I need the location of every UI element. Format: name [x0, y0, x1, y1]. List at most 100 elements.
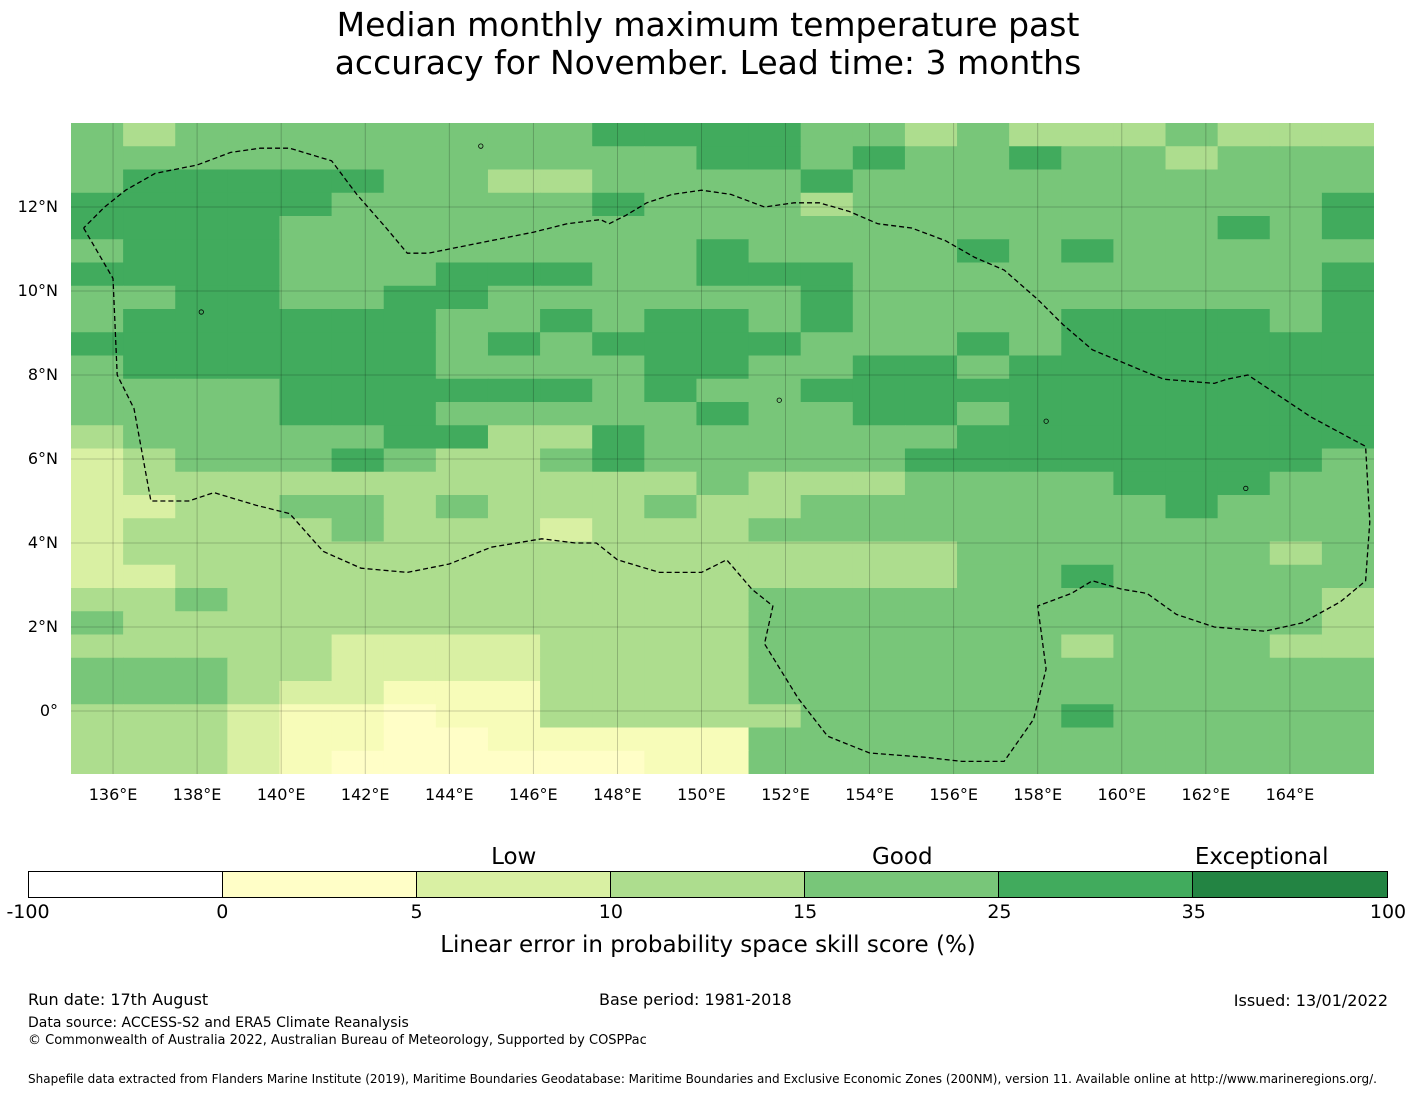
grid-cell — [1061, 425, 1114, 450]
grid-cell — [1113, 495, 1167, 519]
grid-cell — [1009, 727, 1062, 752]
grid-cell — [800, 727, 854, 752]
grid-cell — [800, 518, 854, 543]
grid-cell — [1009, 704, 1062, 729]
grid-cell — [1321, 239, 1374, 264]
grid-cell — [644, 564, 698, 589]
grid-cell — [435, 378, 489, 403]
grid-cell — [71, 425, 124, 450]
grid-cell — [123, 588, 176, 612]
grid-cell — [331, 518, 385, 543]
colorbar-segment — [1193, 872, 1387, 897]
grid-cell — [904, 634, 958, 659]
lon-tick-label: 156°E — [929, 785, 978, 804]
grid-cell — [540, 309, 593, 333]
grid-cell — [957, 169, 1010, 194]
grid-cell — [1269, 611, 1323, 636]
grid-cell — [852, 425, 906, 450]
grid-cell — [123, 425, 176, 450]
grid-cell — [800, 564, 854, 589]
grid-cell — [644, 378, 698, 403]
grid-cell — [696, 425, 750, 450]
grid-cell — [227, 123, 281, 147]
grid-cell — [800, 332, 854, 357]
grid-cell — [383, 704, 437, 729]
grid-cell — [696, 564, 750, 589]
grid-cell — [1113, 146, 1167, 171]
grid-cell — [1061, 588, 1114, 612]
grid-cell — [957, 681, 1010, 705]
grid-cell — [123, 146, 176, 171]
grid-cell — [1113, 332, 1167, 357]
grid-cell — [1061, 402, 1114, 426]
grid-cell — [1061, 169, 1114, 194]
grid-cell — [800, 309, 854, 333]
grid-cell — [123, 704, 176, 729]
grid-cell — [852, 402, 906, 426]
grid-cell — [592, 239, 645, 264]
grid-cell — [540, 657, 593, 682]
grid-cell — [175, 239, 228, 264]
grid-cell — [331, 611, 385, 636]
grid-cell — [748, 750, 802, 774]
grid-cell — [1321, 495, 1374, 519]
grid-cell — [1009, 169, 1062, 194]
grid-cell — [487, 262, 541, 287]
grid-cell — [644, 332, 698, 357]
grid-cell — [1269, 169, 1323, 194]
grid-cell — [540, 727, 593, 752]
grid-cell — [957, 448, 1010, 473]
grid-cell — [279, 681, 333, 705]
grid-cell — [1321, 750, 1374, 774]
grid-cell — [852, 123, 906, 147]
grid-cell — [696, 309, 750, 333]
lon-tick-label: 142°E — [340, 785, 390, 804]
grid-cell — [852, 309, 906, 333]
grid-cell — [904, 611, 958, 636]
grid-cell — [540, 588, 593, 612]
grid-cell — [1009, 634, 1062, 659]
grid-cell — [800, 495, 854, 519]
grid-cell — [800, 146, 854, 171]
colorbar-tick-label: 35 — [1181, 901, 1206, 923]
grid-cell — [123, 123, 176, 147]
grid-cell — [435, 425, 489, 450]
lat-tick-label: 12°N — [17, 197, 58, 216]
grid-cell — [383, 332, 437, 357]
grid-cell — [123, 448, 176, 473]
grid-cell — [1321, 471, 1374, 496]
grid-cell — [123, 402, 176, 426]
grid-cell — [71, 402, 124, 426]
grid-cell — [904, 355, 958, 380]
grid-cell — [487, 378, 541, 403]
grid-cell — [540, 169, 593, 194]
grid-cell — [331, 634, 385, 659]
grid-cell — [71, 285, 124, 310]
grid-cell — [800, 425, 854, 450]
grid-cell — [1009, 332, 1062, 357]
grid-cell — [435, 355, 489, 380]
grid-cell — [227, 378, 281, 403]
grid-cell — [331, 495, 385, 519]
grid-cell — [435, 681, 489, 705]
grid-cell — [852, 634, 906, 659]
grid-cell — [592, 378, 645, 403]
grid-cell — [279, 541, 333, 566]
legend-category-label: Exceptional — [1194, 844, 1329, 870]
lat-tick-label: 0° — [39, 701, 58, 720]
grid-cell — [1217, 169, 1271, 194]
grid-cell — [1061, 262, 1114, 287]
grid-cell — [487, 332, 541, 357]
grid-cell — [1269, 146, 1323, 171]
grid-cell — [71, 541, 124, 566]
grid-cell — [487, 146, 541, 171]
grid-cell — [1269, 564, 1323, 589]
grid-cell — [1165, 216, 1219, 240]
grid-cell — [1217, 471, 1271, 496]
grid-cell — [1269, 471, 1323, 496]
grid-cell — [279, 192, 333, 217]
grid-cell — [435, 146, 489, 171]
grid-cell — [644, 355, 698, 380]
grid-cell — [904, 169, 958, 194]
grid-cell — [1113, 309, 1167, 333]
